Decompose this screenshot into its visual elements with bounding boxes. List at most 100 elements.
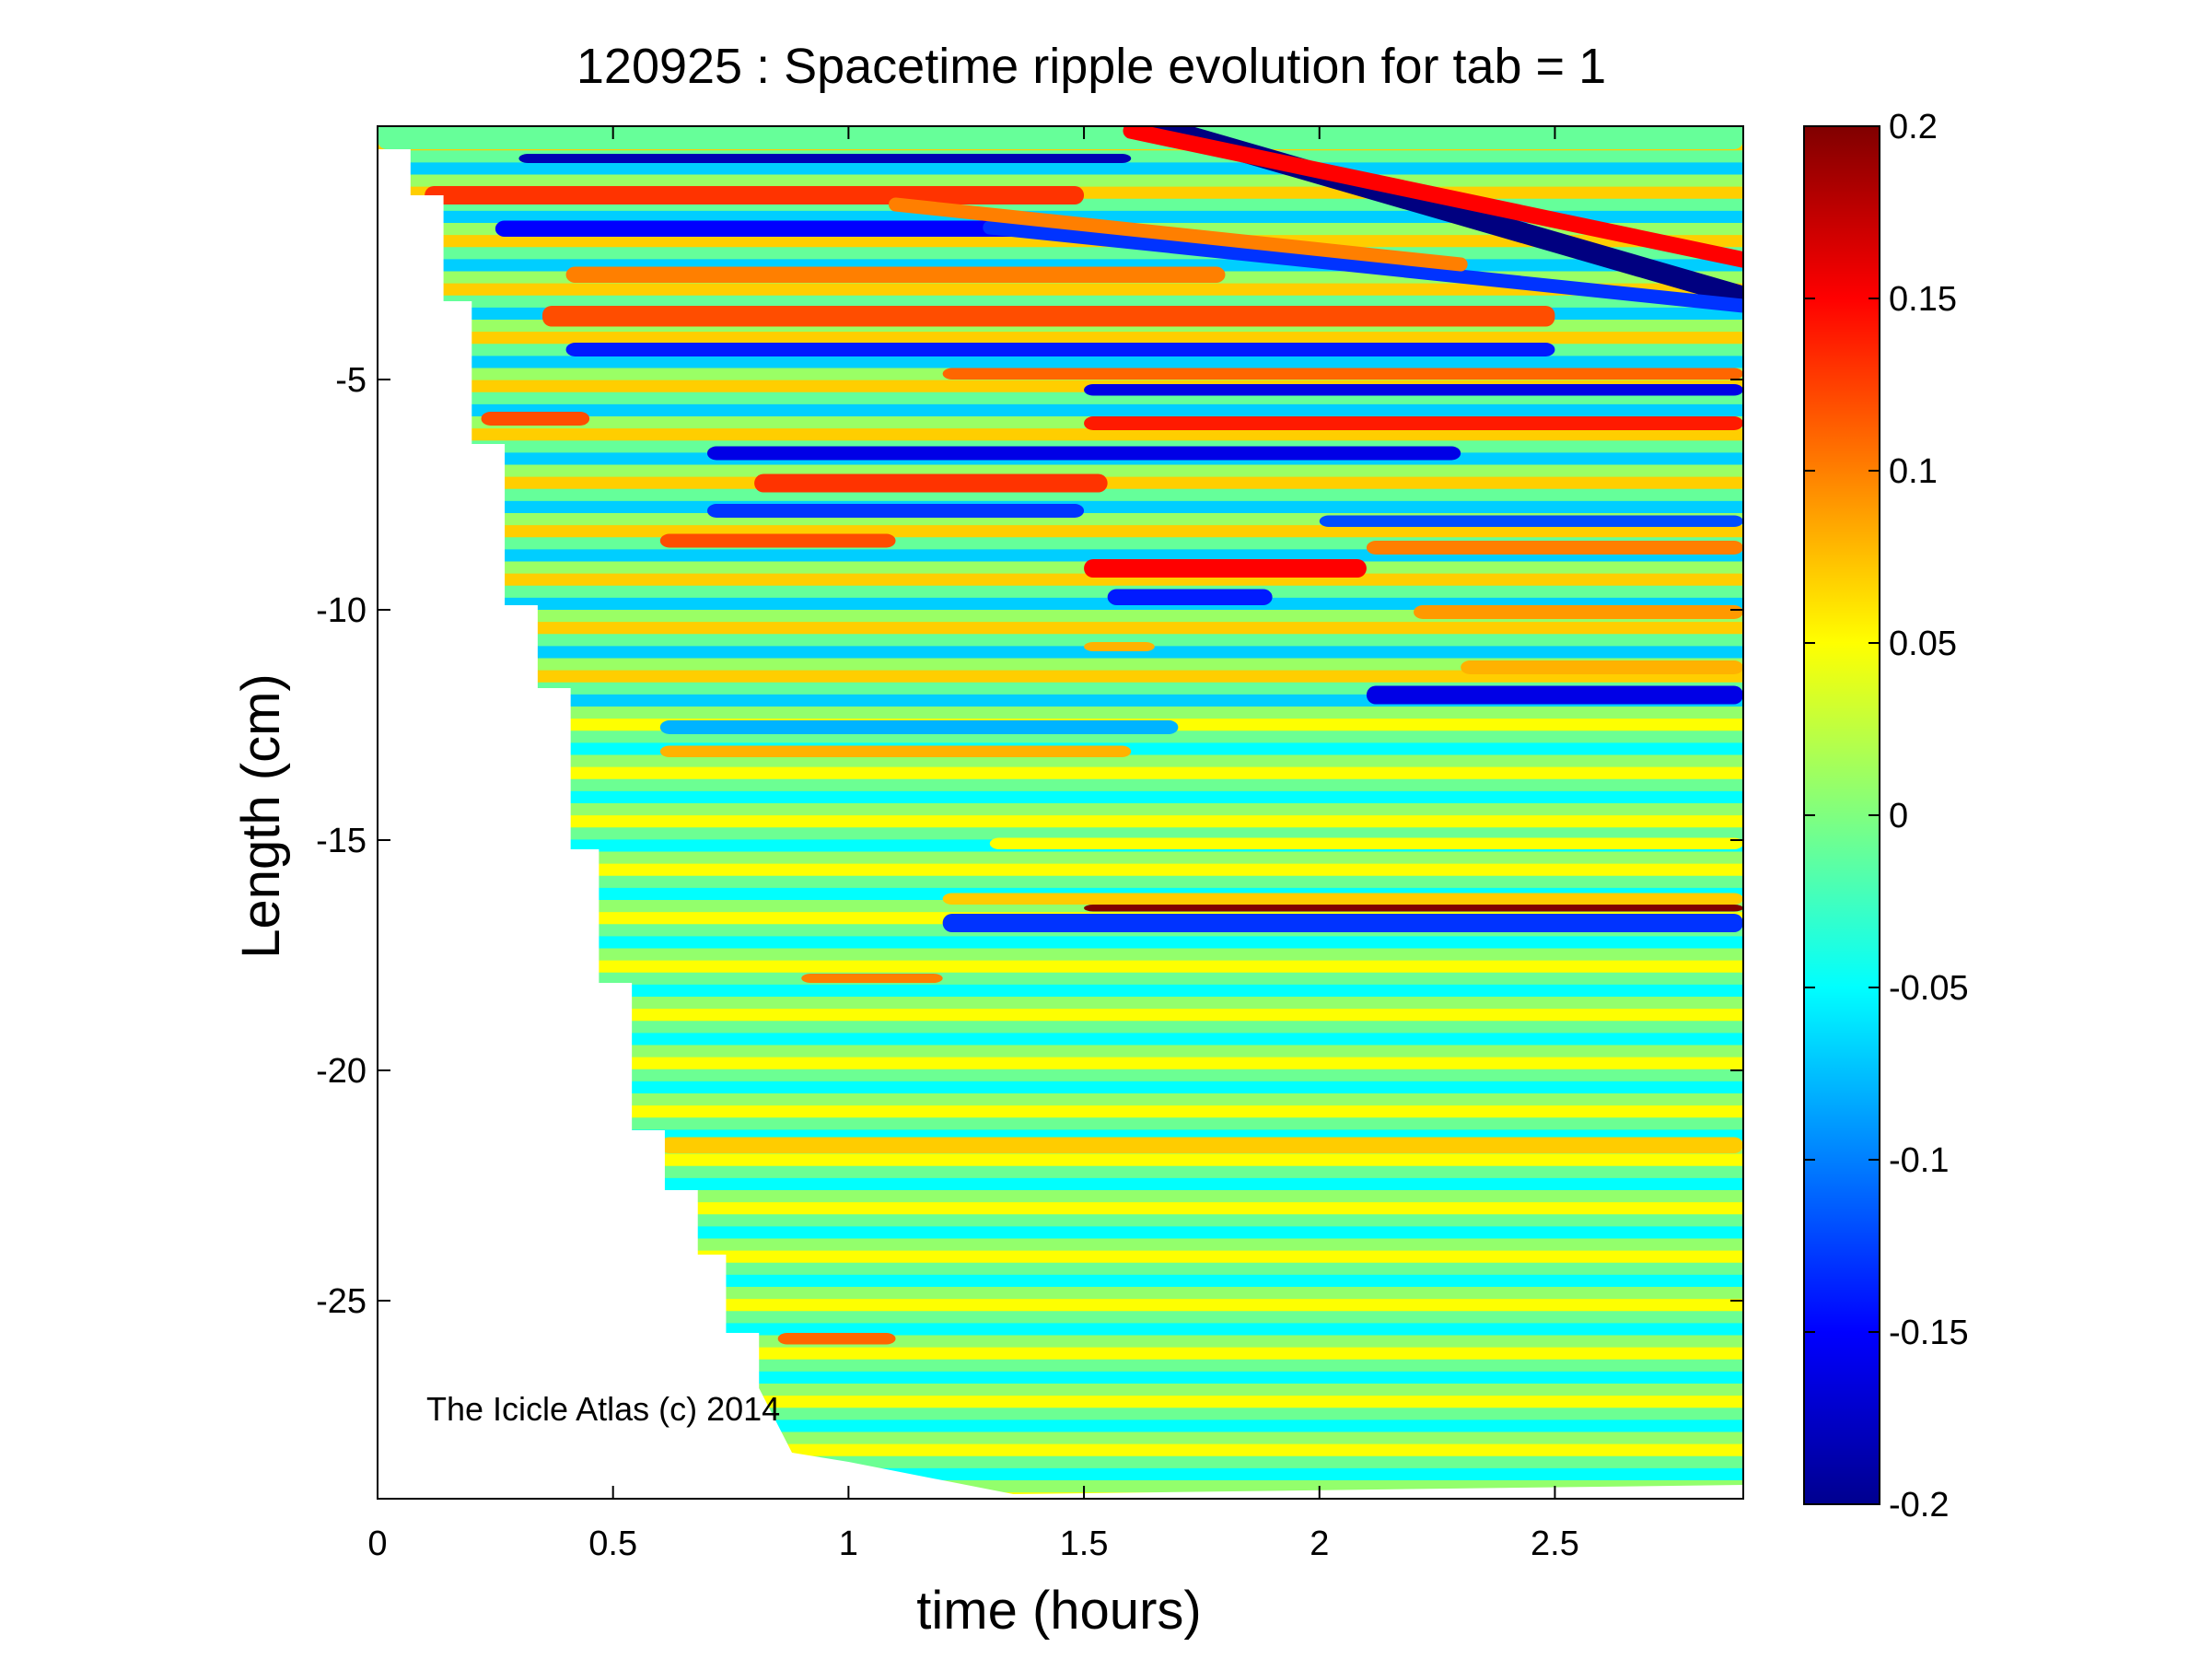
heatmap-row xyxy=(378,1057,1743,1070)
y-axis-ticks: -5 -10 -15 -20 -25 xyxy=(316,361,1743,1321)
heatmap-row xyxy=(378,1105,1743,1118)
heatmap-row xyxy=(378,561,1743,575)
heatmap-band xyxy=(518,154,1132,163)
heatmap-row xyxy=(378,247,1743,260)
heatmap-row xyxy=(378,332,1743,345)
heatmap-band xyxy=(1414,605,1743,619)
heatmap-row xyxy=(378,1177,1743,1191)
heatmap-row xyxy=(378,1069,1743,1082)
y-tick-label: -25 xyxy=(316,1282,367,1321)
y-tick-label: -15 xyxy=(316,822,367,860)
heatmap-row xyxy=(378,295,1743,309)
plot-area xyxy=(377,125,1744,1500)
x-tick-label: 2 xyxy=(1310,1525,1329,1563)
y-tick-label: -10 xyxy=(316,591,367,630)
heatmap-band xyxy=(425,186,1085,204)
heatmap-row xyxy=(378,766,1743,780)
colorbar-tick-label: -0.1 xyxy=(1889,1141,1949,1180)
heatmap-row xyxy=(378,428,1743,441)
colorbar-tick-label: 0.2 xyxy=(1889,108,1938,146)
heatmap-row xyxy=(378,1190,1743,1203)
heatmap-band xyxy=(1461,660,1743,674)
heatmap-row xyxy=(378,1202,1743,1215)
heatmap-band xyxy=(659,720,1179,734)
heatmap-row xyxy=(378,1033,1743,1046)
heatmap-row xyxy=(378,1226,1743,1239)
heatmap-row xyxy=(378,634,1743,647)
x-tick-label: 0 xyxy=(367,1525,387,1563)
heatmap-band xyxy=(659,1137,1743,1153)
x-tick-label: 2.5 xyxy=(1531,1525,1579,1563)
heatmap-band xyxy=(565,266,1226,283)
heatmap-band xyxy=(1084,642,1155,651)
heatmap-row xyxy=(378,790,1743,804)
heatmap-row xyxy=(378,597,1743,611)
heatmap-row xyxy=(378,754,1743,768)
heatmap-row xyxy=(378,707,1743,719)
heatmap-band xyxy=(989,837,1743,849)
heatmap-row xyxy=(378,1153,1743,1167)
heatmap-band xyxy=(942,368,1743,380)
heatmap-row xyxy=(378,670,1743,683)
heatmap-row xyxy=(378,610,1743,623)
heatmap-band xyxy=(706,446,1461,461)
heatmap-band xyxy=(495,220,1037,237)
y-tick-label: -20 xyxy=(316,1052,367,1091)
heatmap-row xyxy=(378,622,1743,635)
plot-frame xyxy=(377,125,1744,1500)
heatmap-row xyxy=(378,162,1743,175)
heatmap-band xyxy=(777,1333,896,1345)
heatmap-row xyxy=(378,1238,1743,1252)
heatmap-row xyxy=(378,960,1743,974)
heatmap-row xyxy=(378,972,1743,986)
heatmap-band xyxy=(801,974,943,983)
y-tick-label: -5 xyxy=(335,361,367,400)
heatmap-band xyxy=(1084,559,1367,578)
heatmap-band xyxy=(1084,416,1743,430)
x-tick-label: 0.5 xyxy=(588,1525,637,1563)
heatmap-row xyxy=(378,851,1743,865)
heatmap-band xyxy=(481,412,590,426)
heatmap-row xyxy=(378,488,1743,502)
heatmap-row xyxy=(378,1214,1743,1227)
x-tick-label: 1.5 xyxy=(1060,1525,1109,1563)
heatmap-row xyxy=(378,283,1743,297)
heatmap-row xyxy=(378,573,1743,587)
heatmap-band xyxy=(565,343,1555,356)
colorbar-tick-label: -0.2 xyxy=(1889,1486,1949,1525)
heatmap-row xyxy=(378,815,1743,828)
heatmap-band xyxy=(541,306,1555,327)
heatmap-row xyxy=(378,1021,1743,1034)
colorbar-tick-label: -0.15 xyxy=(1889,1314,1969,1352)
heatmap-row xyxy=(378,863,1743,877)
colorbar-tick-label: 0.15 xyxy=(1889,280,1957,319)
heatmap-band xyxy=(1084,384,1743,396)
no-data-region xyxy=(378,149,1743,1499)
heatmap-band xyxy=(942,893,1743,905)
heatmap-row xyxy=(378,525,1743,538)
x-axis-label: time (hours) xyxy=(916,1581,1201,1641)
heatmap-row xyxy=(378,174,1743,188)
heatmap-band xyxy=(659,745,1132,757)
heatmap-band xyxy=(659,533,896,548)
heatmap-band xyxy=(1366,685,1743,705)
colorbar-ticks: 0.2 0.15 0.1 0.05 0 -0.05 -0.1 -0.15 -0.2 xyxy=(1804,108,1969,1525)
copyright-annotation: The Icicle Atlas (c) 2014 xyxy=(426,1390,780,1428)
colorbar-tick-label: 0.1 xyxy=(1889,452,1938,491)
heatmap-band xyxy=(942,914,1743,932)
heatmap-row xyxy=(378,875,1743,889)
heatmap-row xyxy=(378,936,1743,949)
heatmap-row xyxy=(378,827,1743,840)
heatmap-row xyxy=(378,1081,1743,1094)
heatmap-band xyxy=(1319,515,1743,527)
colorbar-gradient xyxy=(1803,125,1880,1505)
heatmap-band xyxy=(1366,541,1743,555)
heatmap-row xyxy=(378,646,1743,659)
heatmap-row xyxy=(378,658,1743,672)
heatmap-row xyxy=(378,1165,1743,1179)
heatmap-band xyxy=(1107,589,1273,605)
heatmap-row xyxy=(378,585,1743,599)
colorbar-tick-label: 0 xyxy=(1889,797,1908,835)
heatmap-row xyxy=(378,403,1743,417)
